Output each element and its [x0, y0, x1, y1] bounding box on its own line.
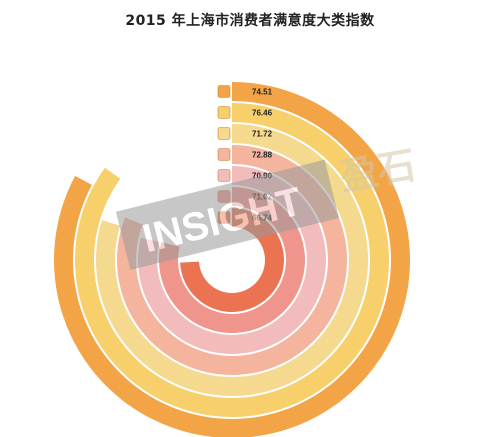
- value-label: 76.46: [252, 109, 273, 118]
- clothing-icon: [217, 169, 231, 182]
- chart-title: 2015 年上海市消费者满意度大类指数: [125, 13, 375, 29]
- house-icon: [217, 148, 231, 161]
- value-label: 71.72: [252, 130, 273, 139]
- food-icon: [217, 85, 231, 98]
- value-label: 74.51: [252, 88, 273, 97]
- home-appliance-icon: [217, 106, 231, 119]
- svg-text:盈石: 盈石: [337, 145, 419, 200]
- value-label: 72.88: [252, 151, 273, 160]
- car-icon: [217, 127, 231, 140]
